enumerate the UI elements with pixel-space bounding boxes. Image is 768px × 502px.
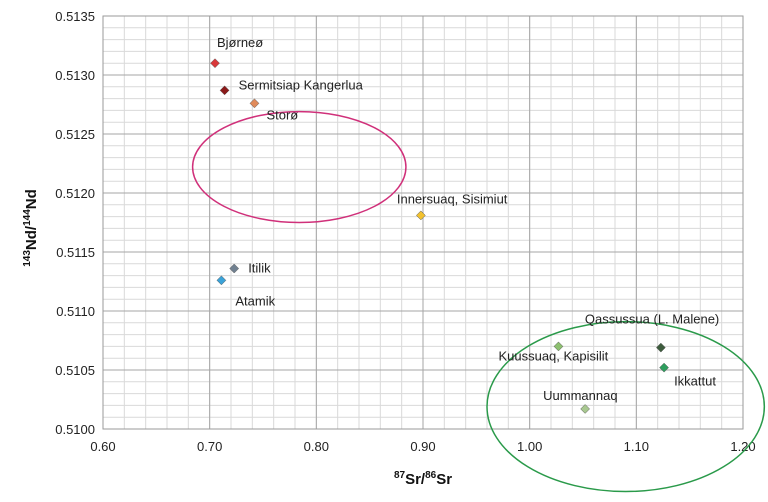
y-tick-label: 0.5105 bbox=[55, 363, 95, 378]
data-point-label: Sermitsiap Kangerlua bbox=[239, 77, 364, 92]
data-points bbox=[210, 58, 669, 414]
data-point-label: Storø bbox=[266, 107, 298, 122]
data-point-label: Bjørneø bbox=[217, 35, 263, 50]
data-point-marker bbox=[659, 362, 669, 373]
y-tick-label: 0.5110 bbox=[56, 304, 95, 319]
y-axis-title-main1: Nd/ bbox=[23, 225, 40, 250]
y-axis-title-main2: Nd bbox=[23, 189, 40, 209]
y-tick-label: 0.5115 bbox=[56, 245, 95, 260]
data-point-marker bbox=[580, 404, 590, 414]
data-point-label: Atamik bbox=[235, 293, 275, 308]
x-axis-title-main1: Sr/ bbox=[405, 471, 426, 488]
data-point-marker bbox=[229, 263, 240, 274]
group-ellipses bbox=[191, 110, 766, 493]
data-point-marker bbox=[553, 341, 564, 352]
x-axis-title-sup1: 87 bbox=[394, 470, 406, 481]
plot-frame bbox=[102, 15, 744, 430]
x-axis-ticks: 0.60 0.70 0.80 0.90 1.00 1.10 1.20 bbox=[90, 439, 755, 454]
data-point-marker bbox=[216, 275, 227, 286]
group-ellipse bbox=[486, 320, 766, 493]
data-point-label: Innersuaq, Sisimiut bbox=[397, 191, 508, 206]
data-point-marker bbox=[656, 342, 666, 353]
x-tick-label: 0.90 bbox=[410, 439, 435, 454]
data-point-marker bbox=[210, 58, 220, 69]
y-tick-label: 0.5125 bbox=[55, 127, 95, 142]
data-point-labels: Bjørneø Sermitsiap Kangerlua Storø Innersua… bbox=[217, 35, 719, 403]
x-axis-title: 87Sr/86Sr bbox=[394, 470, 452, 488]
data-point-marker bbox=[249, 98, 260, 109]
data-point-marker bbox=[219, 85, 230, 96]
y-tick-label: 0.5120 bbox=[55, 186, 95, 201]
data-point-label: Ikkattut bbox=[674, 374, 716, 389]
group-ellipse bbox=[191, 110, 407, 224]
x-tick-label: 1.00 bbox=[517, 439, 542, 454]
data-point-label: Uummannaq bbox=[543, 388, 617, 403]
data-point-label: Itilik bbox=[248, 261, 271, 276]
x-tick-label: 0.60 bbox=[90, 439, 115, 454]
x-tick-label: 1.10 bbox=[624, 439, 649, 454]
data-point-marker bbox=[416, 210, 426, 221]
y-axis-title-sup1: 143 bbox=[22, 250, 33, 267]
y-tick-label: 0.5135 bbox=[55, 9, 95, 24]
y-axis-title: 143Nd/144Nd bbox=[22, 189, 40, 267]
x-axis-title-sup2: 86 bbox=[425, 470, 437, 481]
x-tick-label: 1.20 bbox=[730, 439, 755, 454]
y-tick-label: 0.5130 bbox=[55, 68, 95, 83]
data-point-label: Kuussuaq, Kapisilit bbox=[498, 348, 608, 363]
x-tick-label: 0.80 bbox=[304, 439, 329, 454]
x-tick-label: 0.70 bbox=[197, 439, 222, 454]
y-axis-title-sup2: 144 bbox=[22, 209, 33, 226]
y-tick-label: 0.5100 bbox=[55, 422, 95, 437]
data-point-label: Qassussua (L. Malene) bbox=[585, 312, 719, 327]
x-axis-title-main2: Sr bbox=[436, 471, 452, 488]
y-axis-ticks: 0.5100 0.5105 0.5110 0.5115 0.5120 0.5125 0.51… bbox=[55, 9, 95, 437]
